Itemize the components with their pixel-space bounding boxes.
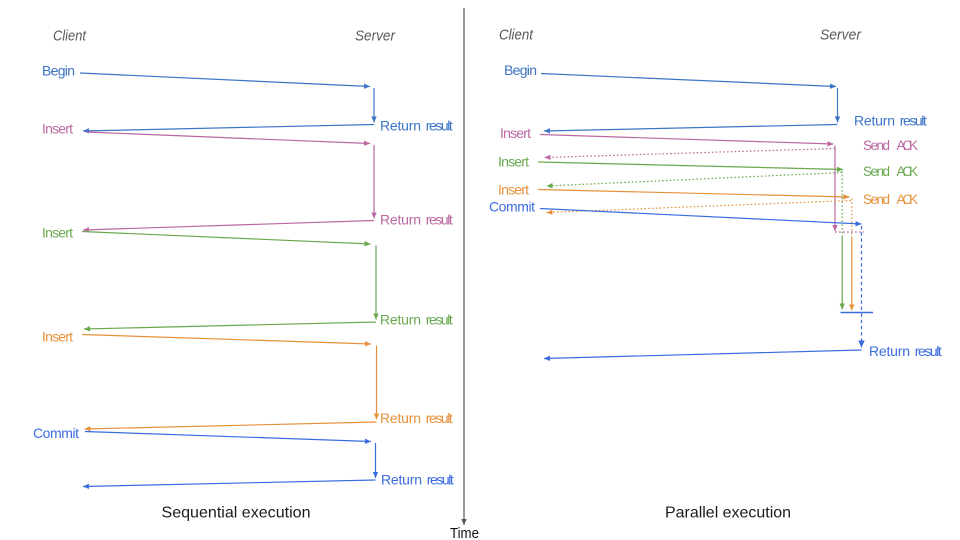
svg-text:Server: Server <box>355 29 396 45</box>
svg-text:Insert: Insert <box>42 225 73 241</box>
svg-text:Insert: Insert <box>42 329 73 345</box>
svg-text:Begin: Begin <box>42 63 75 79</box>
svg-text:Commit: Commit <box>33 425 79 441</box>
svg-text:Insert: Insert <box>500 125 531 141</box>
svg-text:Parallel execution: Parallel execution <box>665 505 791 522</box>
svg-text:Insert: Insert <box>42 121 73 137</box>
svg-text:Insert: Insert <box>498 182 529 198</box>
svg-text:Server: Server <box>820 28 862 44</box>
svg-text:Client: Client <box>53 29 87 45</box>
svg-text:Client: Client <box>499 28 534 44</box>
svg-text:Commit: Commit <box>489 199 535 215</box>
svg-text:Begin: Begin <box>504 62 537 78</box>
svg-text:Time: Time <box>450 525 479 540</box>
svg-text:Insert: Insert <box>498 154 529 170</box>
svg-text:Sequential execution: Sequential execution <box>162 505 311 522</box>
